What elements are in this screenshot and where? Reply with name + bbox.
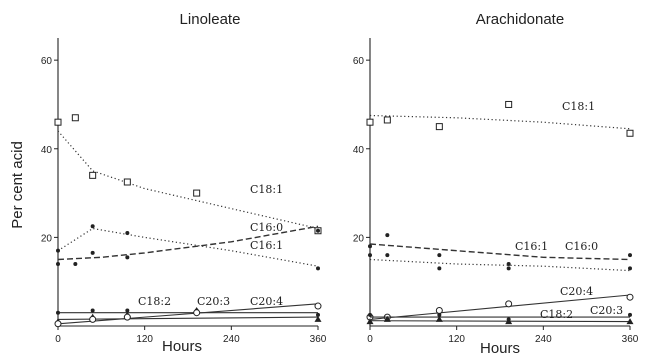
label-c16-0-left: C16:0 (250, 221, 283, 234)
series-line-c16-1 (57, 227, 319, 267)
data-point-c16-1 (385, 233, 390, 238)
data-point-c20-3 (366, 318, 374, 325)
x-tick-label: 0 (367, 334, 373, 345)
y-tick-label: 20 (41, 233, 53, 244)
label-c20-3-left: C20:3 (197, 295, 230, 308)
y-tick-label: 60 (41, 56, 53, 67)
data-point-c18-1 (123, 178, 131, 186)
label-c20-4-right: C20:4 (560, 285, 593, 298)
label-c18-1-right: C18:1 (562, 100, 595, 113)
x-tick-label: 360 (310, 334, 327, 345)
data-point-c16-1 (437, 253, 442, 258)
x-tick-label: 240 (535, 334, 552, 345)
label-c16-0-right: C16:0 (565, 240, 598, 253)
series-left (54, 114, 322, 328)
x-tick-label: 120 (448, 334, 465, 345)
data-point-c18-2 (56, 310, 60, 315)
data-point-c16-0 (73, 261, 78, 266)
data-point-c16-0 (437, 266, 442, 271)
series-line-c16-0 (57, 225, 319, 261)
series-line-c16-1 (369, 243, 631, 261)
data-point-c16-0 (56, 261, 60, 266)
data-point-c16-0 (316, 228, 320, 233)
label-c16-1-left: C16:1 (250, 239, 283, 252)
x-tick-label: 240 (223, 334, 240, 345)
series-right (366, 100, 634, 325)
y-tick-label: 60 (353, 56, 365, 67)
data-point-c16-1 (628, 253, 632, 258)
series-line-c20-4 (57, 303, 319, 325)
series-line-c18-1 (369, 114, 631, 130)
data-point-c18-2 (125, 308, 130, 313)
data-point-c18-2 (368, 312, 372, 317)
data-point-c16-0 (125, 255, 130, 260)
data-point-c20-4 (123, 313, 131, 321)
data-point-c20-4 (54, 320, 62, 328)
ticks-right: 0 120 240 360 20 40 60 (353, 56, 639, 345)
label-c20-3-right: C20:3 (590, 304, 623, 317)
data-point-c16-1 (125, 230, 130, 235)
data-point-c18-1 (435, 123, 443, 131)
y-axis-label: Per cent acid (9, 141, 26, 229)
data-point-c18-1 (71, 114, 79, 122)
panel-arachidonate: Arachidonate Hours 0 120 240 360 20 40 60 C18:… (353, 11, 639, 356)
data-point-c18-1 (193, 189, 201, 197)
label-c16-1-right: C16:1 (515, 240, 548, 253)
x-tick-label: 120 (136, 334, 153, 345)
data-point-c16-1 (90, 224, 95, 229)
data-point-c16-1 (368, 244, 372, 249)
data-point-c20-3 (383, 315, 391, 322)
y-tick-label: 40 (41, 145, 53, 156)
series-line-c20-4 (369, 294, 631, 320)
label-c20-4-left: C20:4 (250, 295, 283, 308)
data-point-c18-1 (366, 118, 374, 126)
series-line-c16-0 (369, 258, 631, 272)
data-point-c18-1 (383, 116, 391, 124)
x-tick-label: 360 (622, 334, 639, 345)
panel-title-arachidonate: Arachidonate (476, 11, 564, 28)
data-point-c18-2 (90, 308, 95, 313)
x-axis-label-right: Hours (480, 340, 520, 356)
data-point-c20-3 (505, 318, 513, 325)
x-axis-label-left: Hours (162, 338, 202, 355)
data-point-c20-4 (89, 315, 97, 323)
data-point-c18-2 (437, 312, 442, 317)
x-tick-label: 0 (55, 334, 61, 345)
panel-title-linoleate: Linoleate (180, 11, 241, 28)
data-point-c16-0 (506, 266, 511, 271)
data-point-c20-3 (314, 315, 322, 322)
data-point-c20-4 (314, 302, 322, 310)
data-point-c18-2 (628, 312, 632, 317)
series-line-c20-3 (57, 316, 319, 320)
panel-linoleate: Linoleate Per cent acid Hours 0 120 240 360… (9, 11, 327, 355)
data-point-c20-4 (435, 306, 443, 314)
data-point-c16-0 (628, 266, 632, 271)
annotations-left: C18:1 C16:0 C16:1 C18:2 C20:3 C20:4 (138, 183, 283, 308)
label-c18-2-left: C18:2 (138, 295, 171, 308)
data-point-c20-4 (193, 309, 201, 317)
y-tick-label: 40 (353, 145, 365, 156)
data-point-c20-4 (626, 293, 634, 301)
series-line-c18-1 (57, 130, 319, 230)
ticks-left: 0 120 240 360 20 40 60 (41, 56, 327, 345)
data-point-c18-2 (316, 312, 320, 317)
data-point-c16-1 (56, 248, 60, 253)
data-point-c18-1 (626, 129, 634, 137)
data-point-c18-1 (54, 118, 62, 126)
series-line-c20-3 (369, 320, 631, 323)
annotations-right: C18:1 C16:1 C16:0 C20:4 C18:2 C20:3 (515, 100, 623, 321)
label-c18-2-right: C18:2 (540, 308, 573, 321)
label-c18-1-left: C18:1 (250, 183, 283, 196)
data-point-c16-0 (368, 253, 372, 258)
data-point-c16-1 (316, 266, 320, 271)
data-point-c18-1 (89, 171, 97, 179)
data-point-c20-4 (505, 300, 513, 308)
y-tick-label: 20 (353, 233, 365, 244)
data-point-c16-0 (385, 253, 390, 258)
data-point-c18-1 (505, 100, 513, 108)
data-point-c20-3 (626, 318, 634, 325)
data-point-c20-3 (435, 315, 443, 322)
data-point-c16-0 (90, 250, 95, 255)
